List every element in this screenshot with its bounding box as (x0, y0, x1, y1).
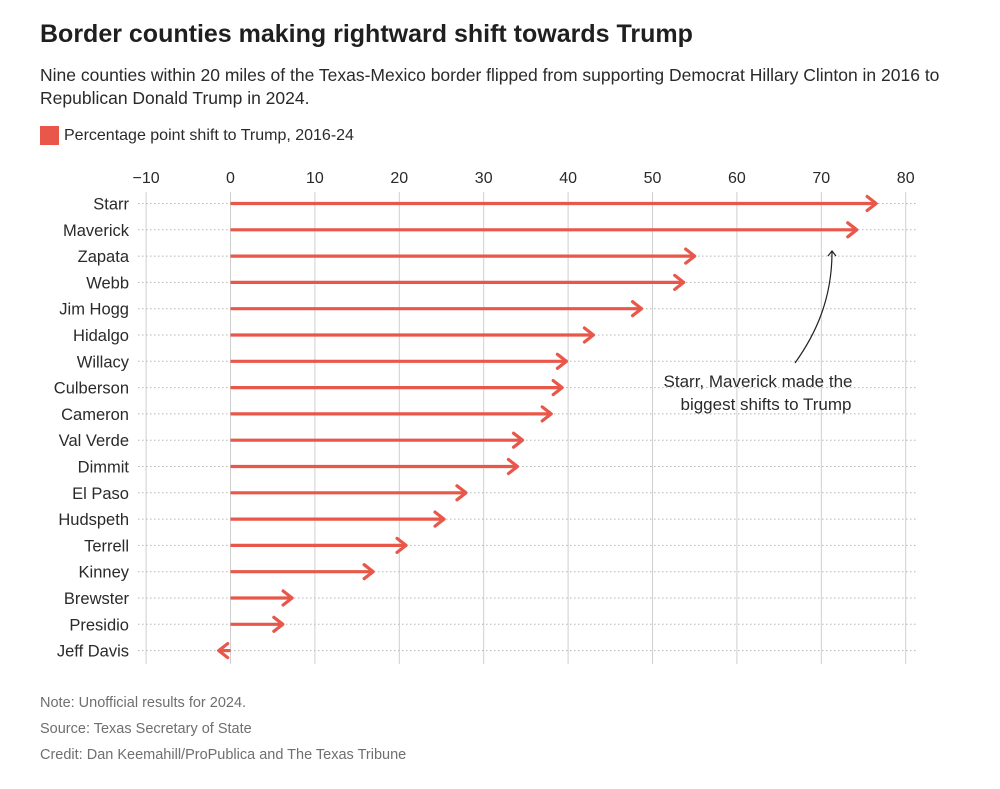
category-label: Terrell (84, 537, 129, 555)
bar-arrowhead (540, 405, 553, 423)
bar-arrowhead (511, 431, 525, 449)
footer: Note: Unofficial results for 2024. Sourc… (40, 690, 406, 768)
legend-swatch (40, 126, 59, 145)
x-tick-label: 0 (226, 170, 235, 187)
bar-arrow (230, 247, 697, 265)
bar-arrowhead (673, 273, 686, 291)
grid-layer (138, 192, 917, 664)
bar-arrowhead (846, 221, 859, 239)
category-label: Culberson (54, 380, 129, 398)
bar-arrow (230, 221, 859, 239)
bar-arrow (230, 484, 468, 502)
bar-arrowhead (582, 326, 596, 344)
bar-arrowhead (272, 615, 285, 633)
annotation-text-line1: Starr, Maverick made the (664, 372, 853, 391)
bar-arrow (230, 563, 375, 581)
bar-arrowhead (555, 352, 569, 370)
bar-arrowhead (865, 194, 878, 213)
bar-arrowhead (217, 642, 230, 660)
x-tick-label: 10 (306, 170, 324, 187)
x-tick-label: 50 (644, 170, 662, 187)
bar-arrowhead (630, 300, 644, 318)
x-tick-label: 30 (475, 170, 493, 187)
category-label: El Paso (72, 485, 129, 503)
legend-label: Percentage point shift to Trump, 2016-24 (64, 126, 354, 144)
bar-arrowhead (506, 457, 520, 476)
bar-arrow (230, 615, 285, 633)
chart-subtitle: Nine counties within 20 miles of the Tex… (40, 65, 940, 108)
category-label: Zapata (78, 248, 130, 266)
bar-arrowhead (455, 484, 468, 502)
category-label: Brewster (64, 590, 130, 608)
bar-arrowhead (395, 536, 408, 554)
bar-arrow (230, 300, 644, 318)
bar-arrowhead (433, 510, 446, 528)
bar-arrow (230, 194, 878, 213)
bar-arrow (230, 352, 569, 370)
chart-title: Border counties making rightward shift t… (40, 20, 693, 48)
bar-arrow (230, 405, 553, 423)
category-label: Cameron (61, 406, 129, 424)
annotation-text-line2: biggest shifts to Trump (680, 395, 851, 414)
x-tick-label: 40 (559, 170, 577, 187)
category-label: Maverick (63, 222, 130, 240)
x-tick-label: 80 (897, 170, 915, 187)
footer-note: Note: Unofficial results for 2024. (40, 695, 247, 711)
bar-arrow (230, 510, 446, 528)
legend: Percentage point shift to Trump, 2016-24 (40, 126, 354, 145)
bar-arrowhead (684, 247, 697, 265)
category-label: Val Verde (59, 432, 129, 450)
category-label: Jeff Davis (57, 643, 129, 661)
category-label: Kinney (79, 564, 130, 582)
category-label: Hudspeth (58, 511, 129, 529)
category-label: Willacy (77, 353, 130, 371)
footer-source: Source: Texas Secretary of State (40, 721, 252, 737)
bar-arrow (230, 379, 564, 397)
bar-arrowhead (281, 589, 294, 607)
bar-arrow (230, 536, 408, 554)
y-axis: Starr Maverick Zapata Webb Jim Hogg Hidalgo Wi… (54, 196, 130, 661)
bar-arrowhead (362, 563, 375, 581)
annotation-arrow (794, 250, 837, 364)
category-label: Presidio (69, 616, 129, 634)
x-tick-label: 20 (390, 170, 408, 187)
x-tick-label: 70 (812, 170, 830, 187)
x-axis: −10 0 10 20 30 40 50 60 70 80 (133, 170, 915, 187)
bar-arrow (230, 273, 686, 291)
bar-arrowhead (551, 379, 564, 397)
category-label: Hidalgo (73, 327, 129, 345)
bar-arrow (230, 326, 596, 344)
bar-arrow (230, 431, 525, 449)
footer-credit: Credit: Dan Keemahill/ProPublica and The… (40, 747, 407, 763)
bars (217, 194, 878, 660)
annotation: Starr, Maverick made the biggest shifts … (664, 250, 853, 414)
bar-arrow (217, 642, 231, 660)
category-label: Jim Hogg (59, 301, 129, 319)
category-label: Starr (93, 196, 129, 214)
bar-arrow (230, 589, 294, 607)
x-tick-label: 60 (728, 170, 746, 187)
bar-arrow (230, 457, 520, 476)
category-label: Dimmit (78, 459, 130, 477)
category-label: Webb (86, 274, 129, 292)
x-tick-label: −10 (133, 170, 160, 187)
